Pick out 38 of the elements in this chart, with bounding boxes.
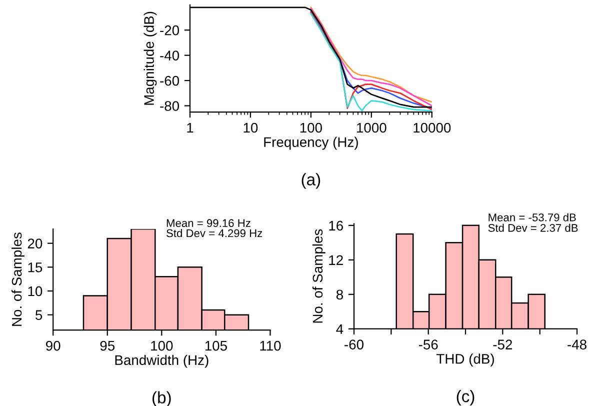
y-axis-title: No. of Samples [12,232,24,326]
y-tick-label: -20 [160,25,180,36]
y-axis-title: No. of Samples [312,229,326,323]
y-tick-label: -60 [160,76,180,86]
x-tick-label: 105 [205,340,227,351]
text: (a) [302,173,320,189]
y-tick-label: 5 [36,310,42,320]
x-tick-label: -52 [493,340,512,350]
text: Mean = 99.16 Hz [166,219,250,228]
y-tick-label: 12 [329,255,343,265]
x-tick-label: 1000 [357,122,386,133]
annotation: Std Dev = 2.37 dB [488,224,578,232]
x-tick-label: 10 [244,122,258,133]
y-tick-label: 4 [336,324,344,334]
x-tick-label: 1 [187,122,194,133]
x-tick-label: 10000 [414,122,451,133]
y-tick-label: 15 [28,262,42,272]
y-tick-label: 20 [28,238,42,248]
text: (c) [456,390,474,406]
x-tick-label: 110 [260,340,281,351]
annotation: Std Dev = 4.299 Hz [166,228,262,238]
y-tick-label: 10 [28,286,42,296]
y-axis-title: Magnitude (dB) [144,12,157,105]
x-axis-title: Frequency (Hz) [264,136,358,150]
x-tick-label: 100 [151,340,173,351]
x-axis-title: Bandwidth (Hz) [115,354,208,368]
y-tick-label: -80 [160,101,180,111]
y-tick-label: -40 [160,50,180,60]
x-tick-label: 90 [46,340,60,351]
x-axis-title: THD (dB) [436,354,494,367]
x-tick-label: -60 [344,340,364,350]
text: Mean = -53.79 dB [488,213,576,222]
y-tick-label: 8 [336,290,343,300]
x-tick-label: -48 [568,340,586,350]
x-tick-label: -56 [418,340,438,350]
x-tick-label: 100 [300,122,322,133]
x-tick-label: 95 [100,340,115,351]
y-tick-label: 16 [329,220,343,231]
